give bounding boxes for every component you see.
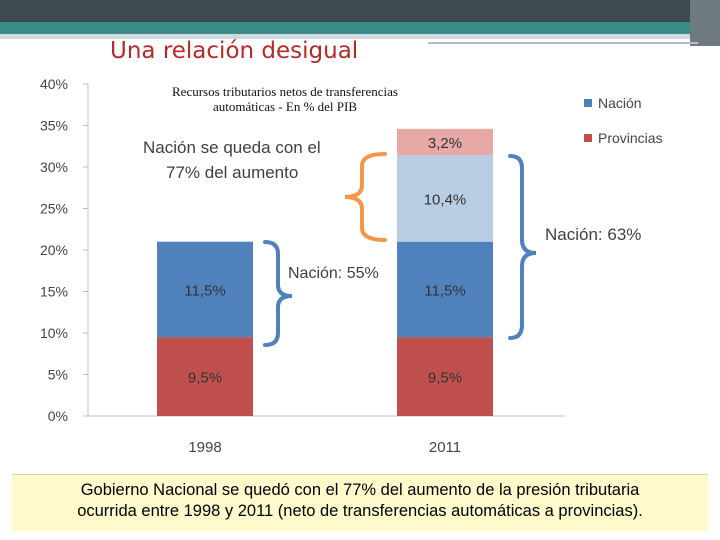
annotation-increase-line2: 77% del aumento bbox=[166, 163, 298, 182]
chart-title: Recursos tributarios netos de transferen… bbox=[110, 84, 460, 114]
y-tick-label: 5% bbox=[48, 367, 68, 383]
bar-data-label: 3,2% bbox=[428, 135, 462, 152]
slide-accent-bar bbox=[0, 22, 720, 34]
bars: 9,5% 11,5% 9,5% 11,5% 10,4% 3,2% bbox=[157, 128, 493, 416]
bar-data-label: 9,5% bbox=[188, 370, 222, 387]
x-tick-label: 1998 bbox=[188, 439, 221, 456]
bar-segment bbox=[157, 241, 253, 338]
y-tick-label: 15% bbox=[40, 284, 68, 300]
annotation-nation-1998: Nación: 55% bbox=[288, 265, 379, 282]
caption-line2: ocurrida entre 1998 y 2011 (neto de tran… bbox=[77, 502, 643, 520]
x-axis-labels: 1998 2011 bbox=[188, 439, 461, 456]
bar-data-label: 11,5% bbox=[184, 282, 225, 299]
slide-corner-box bbox=[690, 0, 720, 46]
caption-line1: Gobierno Nacional se quedó con el 77% de… bbox=[80, 481, 640, 499]
y-tick-label: 20% bbox=[40, 242, 68, 258]
x-tick-label: 2011 bbox=[429, 439, 461, 456]
slide-title: Una relación desigual bbox=[110, 38, 359, 64]
chart-title-line1: Recursos tributarios netos de transferen… bbox=[172, 84, 398, 99]
bar-segment bbox=[397, 128, 493, 156]
y-tick-label: 10% bbox=[40, 325, 68, 341]
title-divider bbox=[428, 42, 698, 44]
bar-data-label: 11,5% bbox=[424, 282, 465, 299]
legend-label-provincias: Provincias bbox=[598, 130, 663, 146]
y-tick-label: 35% bbox=[40, 118, 68, 134]
chart-title-line2: automáticas - En % del PIB bbox=[212, 99, 358, 114]
annotation-nation-2011: Nación: 63% bbox=[545, 225, 641, 244]
legend-swatch-provincias bbox=[584, 134, 592, 142]
brace-nation-2011 bbox=[508, 154, 537, 340]
bar-segment bbox=[157, 337, 253, 416]
y-axis-ticks: 0% 5% 10% 15% 20% 25% 30% 35% 40% bbox=[40, 76, 88, 424]
y-tick-label: 0% bbox=[48, 408, 68, 424]
legend-label-nacion: Nación bbox=[598, 95, 642, 111]
y-tick-label: 40% bbox=[40, 76, 68, 92]
bar-data-label: 9,5% bbox=[428, 370, 462, 387]
bar-data-label: 10,4% bbox=[424, 192, 467, 209]
bar-segment bbox=[397, 155, 493, 242]
bar-segment bbox=[397, 241, 493, 338]
slide-caption: Gobierno Nacional se quedó con el 77% de… bbox=[12, 480, 708, 522]
y-tick-label: 25% bbox=[40, 201, 68, 217]
brace-increase bbox=[344, 152, 387, 242]
annotation-increase-line1: Nación se queda con el bbox=[143, 138, 321, 157]
y-tick-label: 30% bbox=[40, 159, 68, 175]
bar-segment bbox=[397, 337, 493, 416]
caption-box bbox=[12, 474, 708, 531]
legend-swatch-nacion bbox=[584, 99, 592, 107]
brace-nation-1998 bbox=[263, 240, 293, 347]
slide-top-bar bbox=[0, 0, 720, 22]
slide-stripe bbox=[0, 34, 720, 39]
